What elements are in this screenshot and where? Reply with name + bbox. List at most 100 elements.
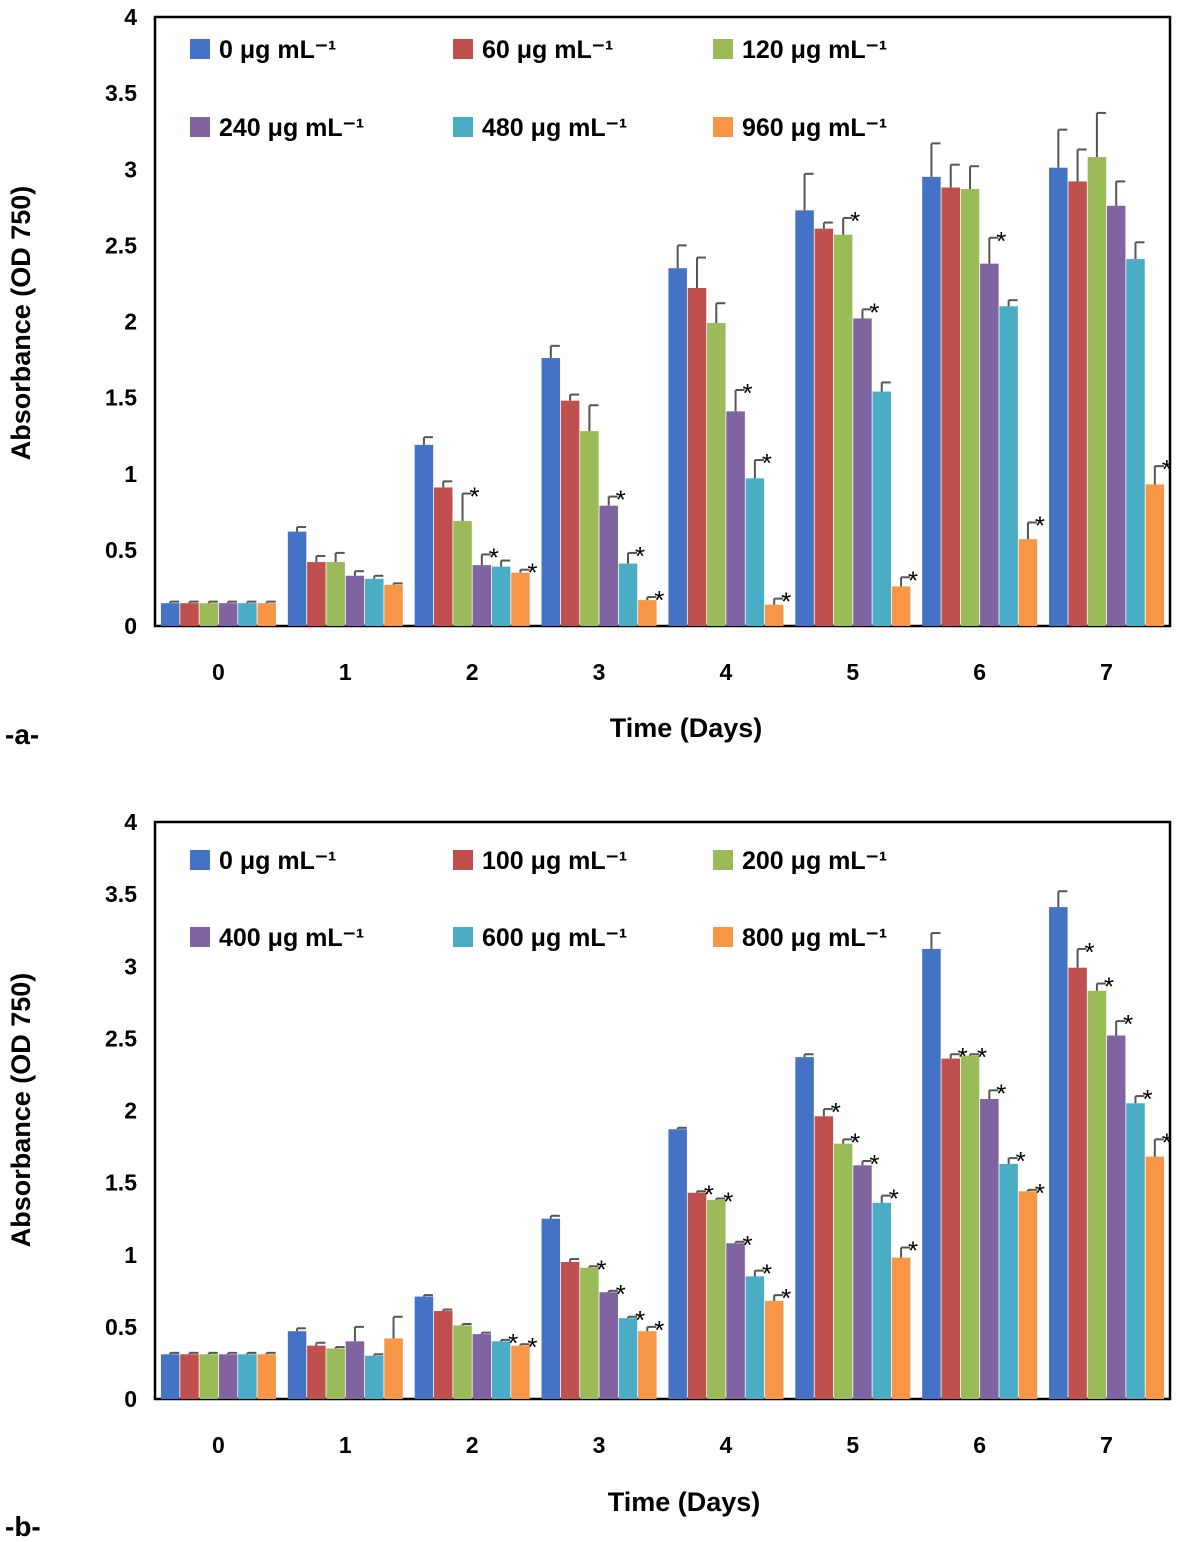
bar-b-s0-c4 bbox=[668, 1129, 687, 1399]
bar-b-s2-c6 bbox=[960, 1055, 980, 1399]
legend-label: 60 μg mL⁻¹ bbox=[482, 36, 613, 64]
significance-star: * bbox=[762, 448, 772, 478]
bar-b-s0-c7 bbox=[1049, 907, 1068, 1399]
legend-swatch bbox=[453, 927, 473, 947]
legend-label: 800 μg mL⁻¹ bbox=[742, 924, 887, 952]
bar-a-s2-c0 bbox=[199, 603, 219, 626]
bar-a-s5-c5 bbox=[891, 586, 911, 626]
bar-b-s3-c5 bbox=[853, 1165, 872, 1399]
bar-b-s3-c2 bbox=[472, 1334, 492, 1399]
bar-a-s4-c4 bbox=[745, 478, 765, 626]
significance-star: * bbox=[996, 226, 1006, 256]
bar-a-s1-c0 bbox=[180, 603, 199, 626]
bar-a-s1-c6 bbox=[941, 187, 960, 626]
bar-b-s5-c7 bbox=[1145, 1156, 1165, 1399]
significance-star: * bbox=[1162, 454, 1172, 484]
significance-star: * bbox=[527, 1332, 537, 1362]
bar-b-s1-c7 bbox=[1068, 967, 1087, 1399]
y-ticks-b: 0 0.5 1 1.5 2 2.5 3 3.5 4 bbox=[105, 809, 137, 1412]
x-tick-label: 4 bbox=[720, 1432, 733, 1458]
significance-star: * bbox=[723, 1186, 733, 1216]
bar-b-s3-c3 bbox=[599, 1292, 618, 1399]
y-tick-label: 1 bbox=[124, 1242, 137, 1268]
x-axis-label-a: Time (Days) bbox=[610, 713, 763, 743]
bar-a-s3-c4 bbox=[726, 411, 745, 626]
bars-b: ************************** bbox=[160, 890, 1172, 1399]
panel-label-a: -a- bbox=[5, 719, 39, 750]
y-tick-label: 2.5 bbox=[105, 1025, 137, 1051]
bar-a-s2-c5 bbox=[833, 234, 853, 626]
panel-label-b: -b- bbox=[5, 1511, 41, 1542]
plot-frame-a bbox=[153, 15, 1172, 628]
legend-label: 960 μg mL⁻¹ bbox=[742, 114, 887, 142]
x-ticks-a: 0 1 2 3 4 5 6 7 bbox=[212, 659, 1113, 685]
legend-label: 100 μg mL⁻¹ bbox=[482, 847, 627, 875]
bar-a-s0-c5 bbox=[795, 210, 814, 627]
bar-b-s4-c2 bbox=[491, 1341, 511, 1399]
bar-b-s4-c1 bbox=[365, 1355, 384, 1399]
chart-panel-a: * * * * * * * * * * * * * * * 0 0.5 1 1.5 2 2.5 3 3.5 4 0 1 2 3 4 5… bbox=[5, 4, 1172, 750]
y-ticks-a: 0 0.5 1 1.5 2 2.5 3 3.5 4 bbox=[105, 4, 137, 639]
y-tick-label: 3 bbox=[124, 953, 137, 979]
legend-label: 200 μg mL⁻¹ bbox=[742, 847, 887, 875]
y-tick-label: 2.5 bbox=[105, 232, 137, 258]
x-tick-label: 2 bbox=[466, 659, 479, 685]
legend-swatch bbox=[713, 117, 733, 137]
significance-star: * bbox=[831, 1097, 841, 1127]
legend-swatch bbox=[190, 927, 210, 947]
bar-a-s3-c0 bbox=[218, 603, 238, 626]
significance-star: * bbox=[1123, 1009, 1133, 1039]
bar-a-s4-c3 bbox=[618, 563, 638, 626]
bars-a: * * * * * * * * * * * * * * * bbox=[160, 111, 1172, 627]
bar-b-s5-c1 bbox=[384, 1338, 403, 1399]
bar-b-s2-c7 bbox=[1087, 990, 1107, 1399]
y-tick-label: 1 bbox=[124, 461, 137, 487]
bar-b-s5-c4 bbox=[764, 1300, 784, 1399]
legend-swatch bbox=[713, 927, 733, 947]
bar-b-s1-c1 bbox=[307, 1345, 326, 1399]
x-tick-label: 6 bbox=[973, 659, 986, 685]
y-tick-label: 0 bbox=[124, 613, 137, 639]
legend-a: 0 μg mL⁻¹ 60 μg mL⁻¹ 120 μg mL⁻¹ 240 μg mL⁻… bbox=[190, 36, 887, 142]
significance-star: * bbox=[489, 542, 499, 572]
significance-star: * bbox=[869, 1149, 879, 1179]
significance-star: * bbox=[527, 558, 537, 588]
bar-b-s1-c5 bbox=[814, 1116, 834, 1399]
bar-b-s4-c7 bbox=[1126, 1103, 1145, 1399]
bar-a-s2-c1 bbox=[326, 562, 345, 626]
bar-a-s2-c4 bbox=[707, 323, 726, 626]
legend-label: 0 μg mL⁻¹ bbox=[219, 847, 336, 875]
significance-star: * bbox=[977, 1042, 987, 1072]
legend-swatch bbox=[190, 39, 210, 59]
y-tick-label: 4 bbox=[124, 809, 137, 835]
significance-star: * bbox=[781, 587, 791, 617]
bar-a-s1-c2 bbox=[433, 487, 453, 626]
y-tick-label: 3.5 bbox=[105, 80, 137, 106]
bar-a-s5-c6 bbox=[1018, 539, 1038, 626]
bar-a-s3-c2 bbox=[472, 565, 492, 626]
bar-a-s3-c5 bbox=[853, 318, 872, 626]
x-tick-label: 5 bbox=[846, 1432, 859, 1458]
bar-a-s5-c4 bbox=[764, 604, 784, 626]
bar-b-s2-c1 bbox=[326, 1348, 345, 1399]
x-tick-label: 6 bbox=[973, 1432, 986, 1458]
bar-a-s5-c2 bbox=[511, 572, 530, 626]
y-tick-label: 0.5 bbox=[105, 537, 137, 563]
bar-b-s2-c2 bbox=[453, 1325, 472, 1399]
significance-star: * bbox=[635, 1305, 645, 1335]
significance-star: * bbox=[850, 1127, 860, 1157]
x-tick-label: 4 bbox=[720, 659, 733, 685]
bar-a-s1-c5 bbox=[814, 228, 834, 626]
bar-a-s2-c7 bbox=[1087, 157, 1107, 626]
significance-star: * bbox=[869, 297, 879, 327]
y-tick-label: 1.5 bbox=[105, 1170, 137, 1196]
bar-b-s3-c0 bbox=[218, 1354, 238, 1399]
bar-a-s3-c6 bbox=[980, 263, 999, 626]
significance-star: * bbox=[850, 206, 860, 236]
bar-a-s0-c7 bbox=[1049, 167, 1068, 627]
significance-star: * bbox=[743, 1230, 753, 1260]
significance-star: * bbox=[781, 1283, 791, 1313]
x-axis-label-b: Time (Days) bbox=[608, 1487, 761, 1517]
significance-star: * bbox=[508, 1328, 518, 1358]
bar-b-s0-c1 bbox=[287, 1331, 307, 1399]
